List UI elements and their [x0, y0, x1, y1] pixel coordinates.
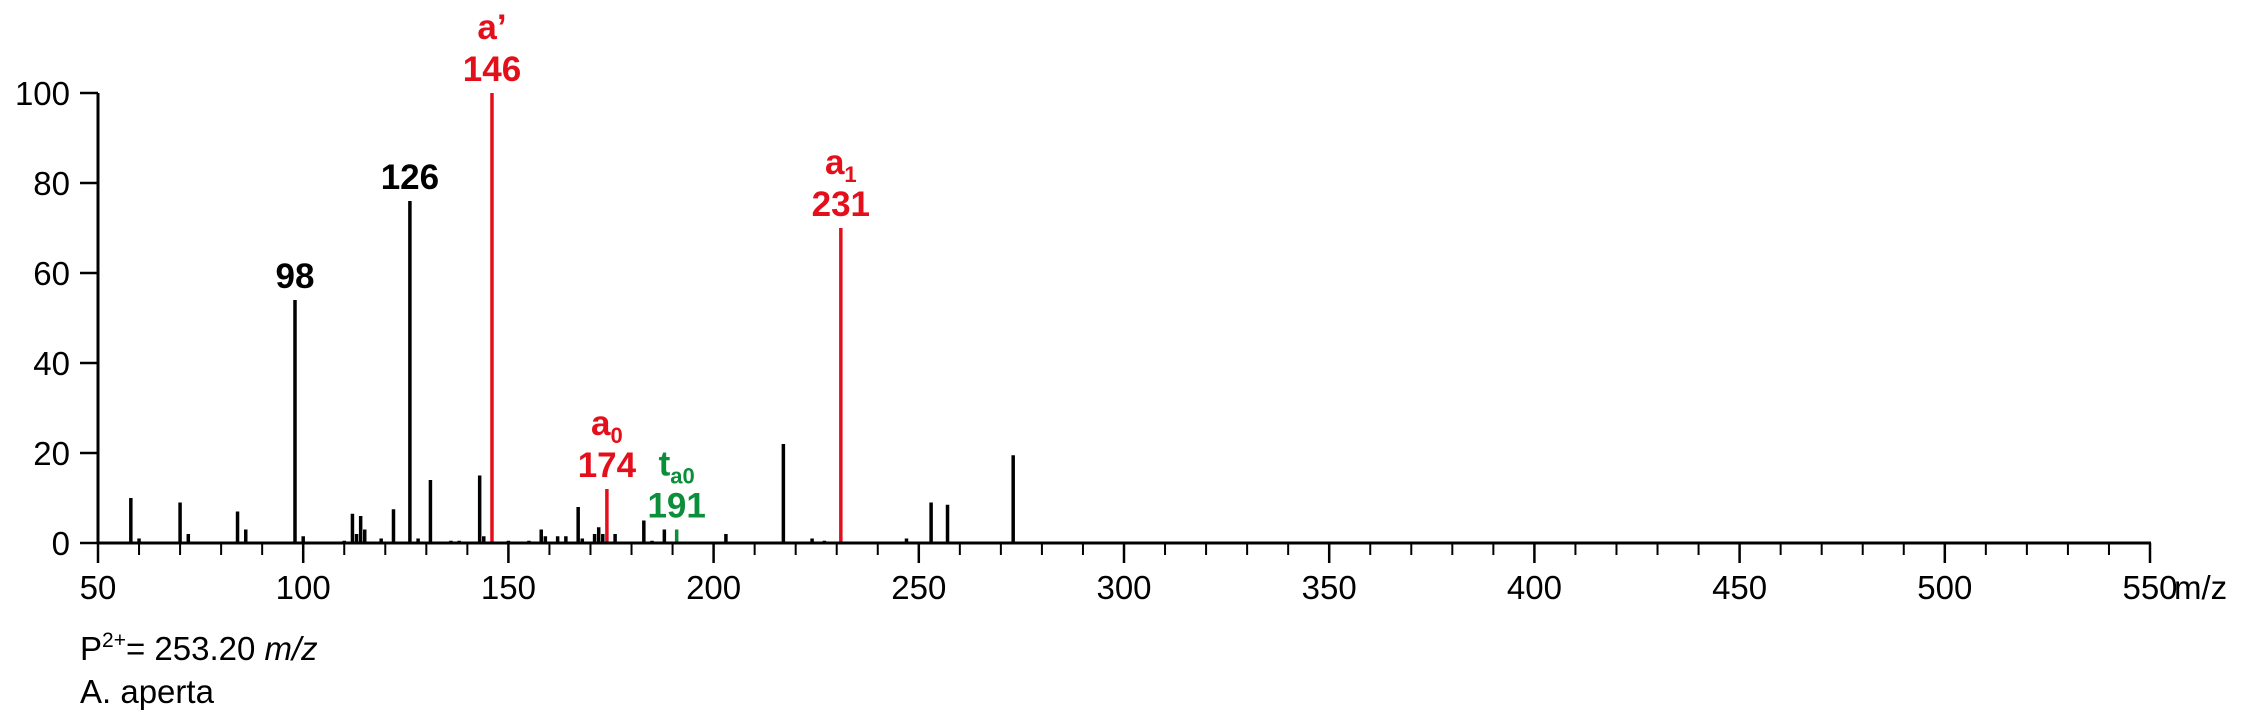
ion-label-191: ta0	[659, 445, 695, 489]
ion-label-231: a1	[825, 143, 857, 187]
precursor-caption: P2+= 253.20 m/z	[80, 630, 318, 668]
peak-label-98: 98	[276, 257, 315, 296]
peak-label-191: 191	[647, 487, 705, 526]
peak-label-126: 126	[381, 158, 439, 197]
precursor-prefix: P	[80, 630, 103, 667]
ion-label-174: a0	[591, 404, 623, 448]
x-axis-label: m/z	[2174, 569, 2227, 606]
x-tick-label: 50	[80, 569, 117, 606]
x-tick-label: 450	[1712, 569, 1767, 606]
precursor-value: = 253.20	[125, 630, 265, 667]
x-tick-label: 350	[1302, 569, 1357, 606]
x-axis-minor-ticks	[138, 543, 2110, 555]
y-tick-label: 60	[33, 255, 70, 292]
y-tick-label: 0	[52, 525, 70, 562]
precursor-unit: m/z	[264, 630, 318, 667]
x-tick-label: 550	[2122, 569, 2177, 606]
peak-label-146: 146	[463, 50, 521, 89]
y-tick-label: 20	[33, 435, 70, 472]
x-tick-label: 200	[686, 569, 741, 606]
peak-label-174: 174	[578, 446, 637, 485]
peak-label-231: 231	[812, 185, 870, 224]
ion-label-146: a’	[477, 8, 506, 47]
x-tick-label: 250	[891, 569, 946, 606]
species-caption: A. aperta	[80, 673, 214, 710]
x-tick-label: 150	[481, 569, 536, 606]
precursor-charge: 2+	[102, 629, 126, 652]
y-axis-ticks: 0 20 40 60 80 100	[15, 75, 98, 562]
y-tick-label: 100	[15, 75, 70, 112]
x-tick-label: 100	[276, 569, 331, 606]
y-tick-label: 80	[33, 165, 70, 202]
x-tick-label: 300	[1096, 569, 1151, 606]
peak-series	[129, 93, 1015, 543]
x-tick-label: 400	[1507, 569, 1562, 606]
x-tick-label: 500	[1917, 569, 1972, 606]
y-tick-label: 40	[33, 345, 70, 382]
